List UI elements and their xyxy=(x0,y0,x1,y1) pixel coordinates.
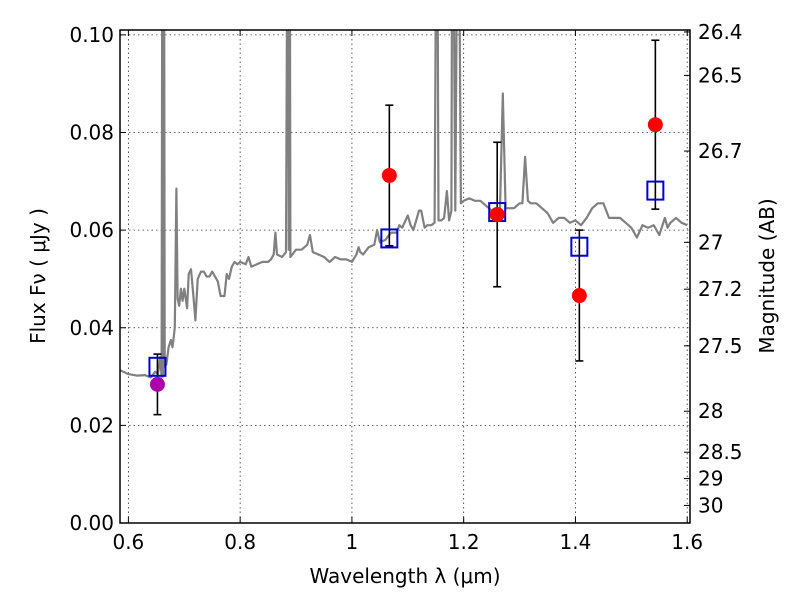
y-tick-label: 0.04 xyxy=(69,316,114,340)
y-axis-title: Flux Fν ( μJy ) xyxy=(26,208,50,344)
x-tick-label: 1 xyxy=(346,530,359,554)
right-tick-label: 26.7 xyxy=(698,139,743,163)
plot-frame xyxy=(119,29,691,524)
model-photometry-square xyxy=(380,228,399,249)
right-tick-label: 27.2 xyxy=(698,277,743,301)
model-photometry-square xyxy=(570,236,589,257)
marker-layer xyxy=(148,117,665,392)
right-tick-label: 26.5 xyxy=(698,63,743,87)
right-tick-label: 30 xyxy=(698,493,723,517)
right-tick-label: 28 xyxy=(698,399,723,423)
x-tick-label: 1.6 xyxy=(671,530,703,554)
observed-photometry-point xyxy=(571,288,587,304)
right-tick-label: 29 xyxy=(698,467,723,491)
y-tick-label: 0.10 xyxy=(69,23,114,47)
right-tick-label: 27.5 xyxy=(698,334,743,358)
model-spectrum-line xyxy=(120,30,688,379)
y-tick-label: 0.06 xyxy=(69,218,114,242)
grid-layer xyxy=(120,30,690,524)
right-axis-title: Magnitude (AB) xyxy=(755,198,779,353)
right-tick-label: 28.5 xyxy=(698,440,743,464)
observed-photometry-point xyxy=(489,207,505,223)
x-axis-title: Wavelength λ (μm) xyxy=(309,564,500,588)
y-tick-label: 0.00 xyxy=(69,511,114,535)
right-tick-label: 27 xyxy=(698,230,723,254)
y-tick-label: 0.02 xyxy=(69,413,114,437)
model-photometry-square xyxy=(646,180,665,201)
x-tick-label: 0.8 xyxy=(224,530,256,554)
observed-photometry-point xyxy=(149,376,165,392)
tick-layer: 0.6 0.8 1 1.2 1.4 1.6 0.00 0.02 0.04 0.06 0.08 0.10… xyxy=(69,20,742,554)
x-tick-label: 0.6 xyxy=(112,530,144,554)
observed-photometry-point xyxy=(381,167,397,183)
observed-photometry-point xyxy=(647,117,663,133)
spectrum-layer xyxy=(120,30,688,379)
right-tick-label: 26.4 xyxy=(698,20,743,44)
model-photometry-square xyxy=(148,356,167,377)
y-tick-label: 0.08 xyxy=(69,121,114,145)
x-tick-label: 1.4 xyxy=(560,530,592,554)
x-tick-label: 1.2 xyxy=(448,530,480,554)
